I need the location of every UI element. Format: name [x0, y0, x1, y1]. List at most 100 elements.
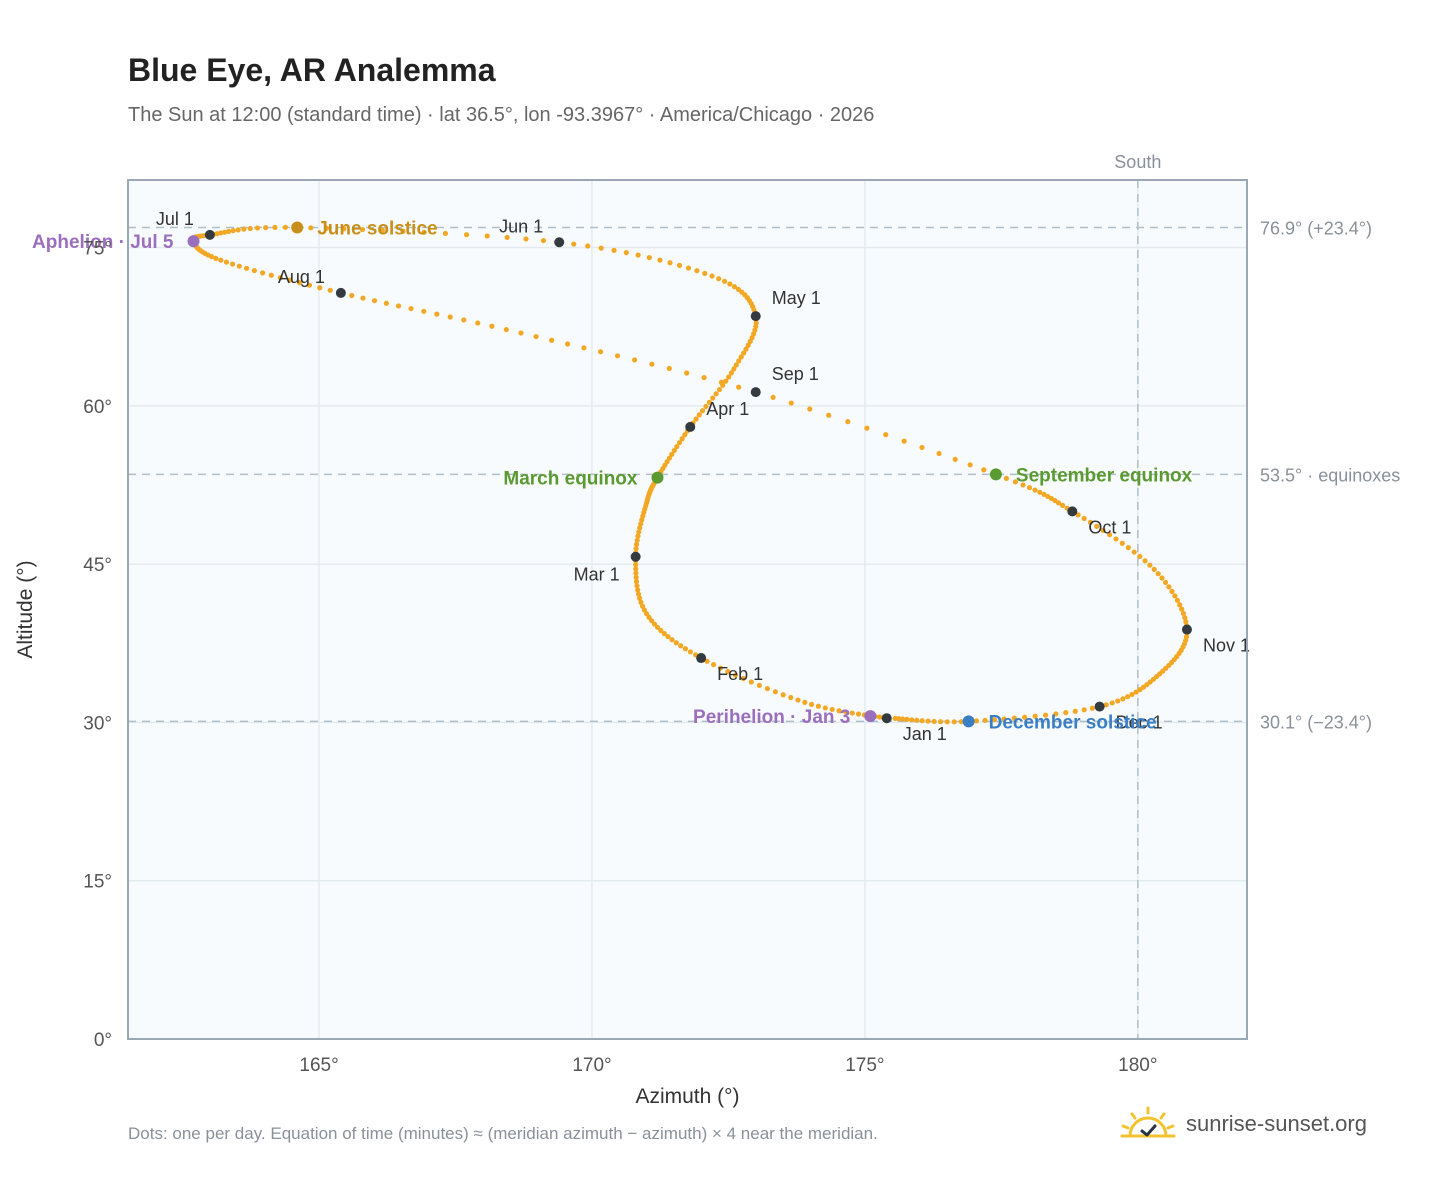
daily-sun-dot	[633, 541, 640, 548]
daily-sun-dot	[637, 525, 643, 531]
daily-sun-dot	[736, 384, 742, 390]
daily-sun-dot	[1022, 714, 1028, 720]
daily-sun-dot	[614, 353, 621, 359]
daily-sun-dot	[1037, 489, 1043, 495]
daily-sun-dot	[654, 624, 661, 630]
daily-sun-dot	[327, 287, 333, 293]
daily-sun-dot	[1072, 708, 1078, 714]
reference-line-south-label: South	[1114, 152, 1161, 172]
daily-sun-dot	[1137, 553, 1143, 560]
daily-sun-dot	[883, 432, 889, 438]
daily-sun-dot	[1100, 527, 1106, 534]
y-tick-label: 45°	[83, 555, 112, 576]
daily-sun-dot	[1147, 562, 1153, 568]
event-label: September equinox	[1016, 465, 1193, 486]
daily-sun-dot	[731, 366, 737, 372]
daily-sun-dot	[706, 399, 712, 405]
reference-line-label: 76.9° (+23.4°)	[1260, 218, 1372, 238]
daily-sun-dot	[226, 228, 232, 235]
daily-sun-dot	[951, 719, 957, 725]
daily-sun-dot	[1089, 705, 1095, 711]
daily-sun-dot	[958, 719, 964, 725]
daily-sun-dot	[657, 257, 663, 263]
daily-sun-dot	[1137, 687, 1143, 693]
daily-sun-dot	[349, 292, 355, 299]
month-label: Jul 1	[156, 209, 194, 229]
daily-sun-dot	[260, 270, 266, 276]
daily-sun-dot	[1081, 707, 1087, 713]
daily-sun-dot	[518, 330, 524, 336]
daily-sun-dot	[1183, 619, 1189, 625]
daily-sun-dot	[489, 323, 495, 329]
daily-sun-dot	[1109, 700, 1115, 706]
month-marker	[204, 229, 215, 240]
event-marker	[651, 471, 664, 484]
daily-sun-dot	[1151, 566, 1157, 572]
y-tick-label: 15°	[83, 872, 112, 893]
daily-sun-dot	[981, 467, 987, 473]
daily-sun-dot	[909, 717, 915, 723]
daily-sun-dot	[679, 436, 685, 442]
daily-sun-dot	[287, 277, 293, 283]
daily-sun-dot	[296, 280, 303, 286]
daily-sun-dot	[341, 226, 347, 232]
daily-sun-dot	[638, 599, 644, 605]
x-tick-label: 170°	[572, 1055, 611, 1076]
daily-sun-dot	[633, 562, 639, 568]
y-tick-label: 0°	[94, 1030, 112, 1051]
daily-sun-dot	[807, 406, 813, 412]
daily-sun-dot	[973, 718, 980, 724]
daily-sun-dot	[702, 270, 708, 276]
daily-sun-dot	[728, 370, 735, 376]
daily-sun-dot	[1166, 584, 1172, 590]
daily-sun-dot	[421, 229, 427, 235]
daily-sun-dot	[1120, 696, 1126, 702]
daily-sun-dot	[408, 305, 414, 312]
daily-sun-dot	[636, 529, 642, 535]
daily-sun-dot	[1055, 500, 1062, 506]
daily-sun-dot	[635, 587, 641, 593]
daily-sun-dot	[991, 717, 997, 723]
daily-sun-dot	[434, 311, 440, 317]
daily-sun-dot	[633, 579, 640, 585]
daily-sun-dot	[306, 282, 313, 288]
daily-sun-dot	[849, 710, 855, 716]
daily-sun-dot	[1169, 588, 1175, 594]
daily-sun-dot	[649, 361, 655, 367]
daily-sun-dot	[1180, 610, 1187, 617]
brand[interactable]: sunrise-sunset.org	[1120, 1104, 1367, 1144]
daily-sun-dot	[504, 234, 510, 241]
daily-sun-dot	[743, 346, 749, 352]
daily-sun-dot	[795, 697, 801, 703]
daily-sun-dot	[503, 326, 509, 333]
daily-sun-dot	[1177, 602, 1183, 608]
daily-sun-dot	[745, 342, 751, 348]
daily-sun-dot	[598, 245, 604, 251]
daily-sun-dot	[716, 386, 723, 393]
daily-sun-dot	[772, 689, 778, 695]
daily-sun-dot	[209, 254, 215, 260]
month-marker	[335, 287, 346, 298]
daily-sun-dot	[733, 362, 739, 368]
daily-sun-dot	[709, 273, 715, 279]
daily-sun-dot	[704, 658, 710, 664]
brand-name[interactable]: sunrise-sunset.org	[1186, 1111, 1367, 1136]
month-marker	[750, 387, 761, 398]
daily-sun-dot	[967, 462, 973, 468]
daily-sun-dot	[1042, 712, 1049, 718]
daily-sun-dot	[1172, 593, 1178, 599]
daily-sun-dot	[1011, 715, 1017, 721]
daily-sun-dot	[788, 694, 794, 701]
daily-sun-dot	[678, 643, 684, 649]
daily-sun-dot	[581, 345, 587, 351]
daily-sun-dot	[1081, 515, 1087, 522]
daily-sun-dot	[571, 241, 577, 247]
daily-sun-dot	[635, 533, 641, 539]
daily-sun-dot	[727, 281, 733, 287]
daily-sun-dot	[247, 225, 253, 232]
month-label: Oct 1	[1088, 517, 1131, 537]
daily-sun-dot	[1001, 716, 1007, 722]
daily-sun-dot	[731, 284, 738, 290]
daily-sun-dot	[1142, 558, 1148, 564]
